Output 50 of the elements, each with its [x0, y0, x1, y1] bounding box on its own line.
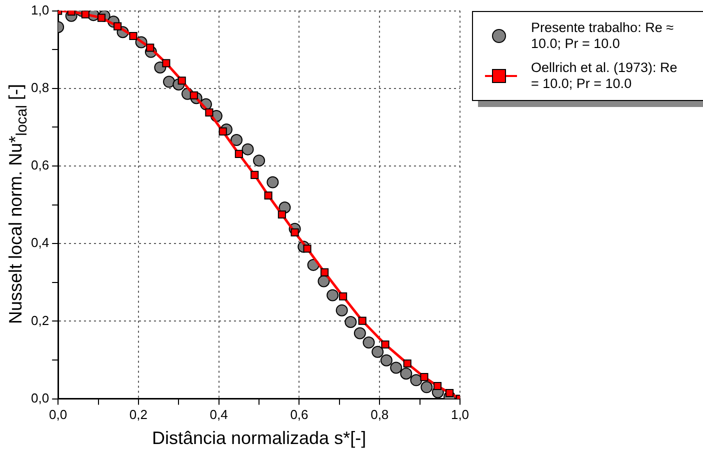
x-tick-label: 0,4 [210, 407, 228, 422]
x-tick-label: 0,6 [290, 407, 308, 422]
point [362, 336, 375, 349]
point [320, 268, 329, 276]
x-tick-label: 1,0 [450, 407, 470, 422]
point [266, 176, 279, 188]
point [420, 381, 433, 394]
point [205, 108, 214, 116]
point [358, 316, 366, 325]
point [336, 304, 348, 316]
point [372, 346, 384, 358]
point [381, 340, 390, 349]
x-tick-label: 0,0 [49, 407, 68, 422]
point [114, 22, 122, 30]
y-tick-label: 0,4 [30, 235, 50, 250]
point [400, 368, 412, 380]
point [146, 44, 154, 52]
point [253, 154, 266, 167]
point [242, 143, 254, 156]
y-tick-label: 0,8 [30, 80, 50, 95]
point [163, 76, 176, 88]
legend-label: Presente trabalho: Re ≈ 10.0; Pr = 10.0 [531, 20, 674, 52]
point [354, 327, 366, 340]
point [410, 374, 422, 386]
point [162, 59, 170, 68]
x-axis-title: Distância normalizada s*[-] [152, 428, 366, 448]
point [129, 32, 138, 40]
y-tick-label: 0,6 [30, 158, 50, 173]
point [433, 382, 442, 390]
point [250, 170, 259, 179]
point [230, 134, 243, 146]
point [390, 362, 402, 374]
point [420, 373, 428, 382]
y-tick-label: 0,2 [30, 312, 50, 328]
point [403, 359, 412, 368]
point [380, 354, 392, 366]
point [218, 127, 227, 136]
point [97, 14, 106, 22]
point [326, 289, 339, 302]
point [344, 316, 357, 328]
y-tick-label: 1,0 [30, 2, 50, 18]
point [339, 292, 348, 300]
x-tick-label: 0,2 [129, 407, 148, 422]
point [264, 191, 272, 200]
legend-label: Oellrich et al. (1973): Re = 10.0; Pr = 10.0 [531, 60, 678, 92]
x-tick-label: 0,8 [370, 407, 389, 422]
y-tick-label: 0,0 [30, 390, 50, 406]
point [278, 210, 286, 219]
point [81, 10, 90, 18]
point [234, 150, 243, 158]
